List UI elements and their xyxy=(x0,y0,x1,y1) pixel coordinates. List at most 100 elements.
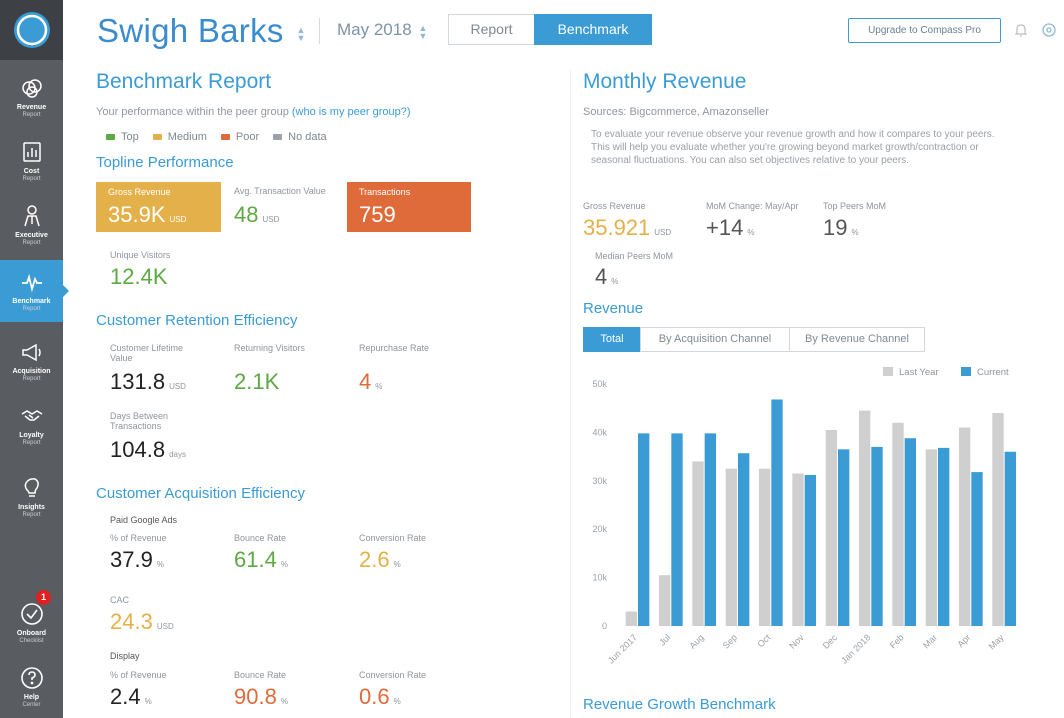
top-peers-unit: % xyxy=(851,228,859,237)
lightbulb-icon xyxy=(24,478,39,497)
google-revenue-label: % of Revenue xyxy=(110,533,167,543)
x-tick-label: Jun 2017 xyxy=(606,632,639,665)
bar xyxy=(659,575,671,626)
sidebar-label: Insights xyxy=(18,504,45,511)
bar xyxy=(738,453,750,626)
bar xyxy=(871,446,883,626)
logo[interactable] xyxy=(0,0,63,60)
bar xyxy=(904,438,916,626)
megaphone-icon xyxy=(21,343,41,362)
atv-value: 48 xyxy=(234,202,259,227)
sidebar-sublabel: Checklist xyxy=(19,638,44,644)
x-tick-label: Aug xyxy=(687,632,705,650)
sidebar-item-executive[interactable]: Executive Report xyxy=(0,194,63,256)
bar xyxy=(1004,451,1016,626)
bar xyxy=(892,422,904,626)
legend-label: Current xyxy=(977,367,1009,378)
notification-badge: 1 xyxy=(36,590,51,605)
display-bounce-value: 90.8 xyxy=(234,684,277,709)
legend-top: Top xyxy=(106,131,139,143)
tab-acquisition-channel[interactable]: By Acquisition Channel xyxy=(640,327,790,352)
sidebar-sublabel: Report xyxy=(22,306,41,312)
cost-icon xyxy=(22,142,41,162)
gross-revenue-unit: USD xyxy=(169,215,187,224)
legend-medium: Medium xyxy=(152,131,207,143)
gross-revenue-kpi-value: 35.921 xyxy=(583,215,651,240)
retention-title: Customer Retention Efficiency xyxy=(96,312,298,329)
gross-revenue-kpi-label: Gross Revenue xyxy=(583,201,646,211)
revenue-subtitle: Revenue xyxy=(583,300,644,317)
peer-group-link[interactable]: (who is my peer group?) xyxy=(291,106,411,118)
days-between-value: 104.8 xyxy=(110,437,166,462)
y-tick-label: 20k xyxy=(592,524,607,534)
sidebar-item-insights[interactable]: Insights Report xyxy=(0,466,63,528)
clv-value: 131.8 xyxy=(110,369,166,394)
tab-revenue-channel[interactable]: By Revenue Channel xyxy=(789,327,925,352)
month-selector[interactable]: May 2018 xyxy=(337,20,412,39)
sidebar-item-help[interactable]: Help Center xyxy=(0,656,63,718)
benchmark-icon xyxy=(21,273,42,293)
display-revenue-value: 2.4 xyxy=(110,684,141,709)
handshake-icon xyxy=(21,410,42,421)
legend-nodata: No data xyxy=(273,131,327,143)
bar xyxy=(992,413,1004,626)
top-peers-value: 19 xyxy=(823,215,848,240)
mom-label: MoM Change: May/Apr xyxy=(706,201,799,211)
help-icon xyxy=(20,667,43,689)
display-revenue-label: % of Revenue xyxy=(110,670,167,680)
bell-icon[interactable] xyxy=(1013,22,1029,38)
month-switch-icon[interactable]: ▲ ▼ xyxy=(418,23,428,41)
upgrade-button[interactable]: Upgrade to Compass Pro xyxy=(848,18,1001,43)
gross-revenue-kpi-unit: USD xyxy=(654,228,672,237)
monthly-revenue-title: Monthly Revenue xyxy=(583,70,747,93)
topline-title: Topline Performance xyxy=(96,154,234,171)
gross-revenue-card: Gross Revenue 35.9K USD xyxy=(96,182,221,232)
google-bounce-unit: % xyxy=(280,560,288,569)
y-tick-label: 30k xyxy=(592,476,607,486)
gross-revenue-label: Gross Revenue xyxy=(108,187,171,197)
repurchase-rate-label: Repurchase Rate xyxy=(359,343,430,353)
acquisition-title: Customer Acquisition Efficiency xyxy=(96,485,305,502)
repurchase-rate-unit: % xyxy=(375,382,383,391)
y-tick-label: 10k xyxy=(592,573,607,583)
bar xyxy=(825,429,837,626)
tab-total[interactable]: Total xyxy=(583,327,641,352)
revenue-description: To evaluate your revenue observe your re… xyxy=(591,129,995,166)
x-tick-label: May xyxy=(987,632,1006,651)
x-tick-label: Dec xyxy=(821,632,840,651)
sidebar-item-cost[interactable]: Cost Report xyxy=(0,130,63,192)
google-revenue-unit: % xyxy=(156,560,164,569)
tab-report[interactable]: Report xyxy=(448,14,535,45)
revenue-icon xyxy=(21,79,42,98)
sidebar-item-acquisition[interactable]: Acquisition Report xyxy=(0,330,63,392)
x-tick-label: Apr xyxy=(955,632,972,649)
legend-poor: Poor xyxy=(220,131,259,143)
display-bounce-label: Bounce Rate xyxy=(234,670,287,680)
tab-benchmark[interactable]: Benchmark xyxy=(534,14,652,45)
sidebar-item-loyalty[interactable]: Loyalty Report xyxy=(0,394,63,456)
bar xyxy=(925,449,937,626)
sidebar-label: Cost xyxy=(23,168,40,175)
days-between-label: Days Between Transactions xyxy=(110,411,169,431)
y-tick-label: 40k xyxy=(592,427,607,437)
store-switch-icon[interactable]: ▲ ▼ xyxy=(296,25,306,43)
sidebar-item-benchmark[interactable]: Benchmark Report xyxy=(0,260,69,322)
bar xyxy=(838,449,850,626)
x-tick-label: Oct xyxy=(755,632,772,649)
sidebar: Revenue Report Cost Report Executive Rep… xyxy=(0,0,69,718)
sidebar-sublabel: Report xyxy=(22,176,41,182)
google-conversion-unit: % xyxy=(393,560,401,569)
display-label: Display xyxy=(110,651,140,661)
sidebar-label: Help xyxy=(23,694,40,701)
store-name[interactable]: Swigh Barks xyxy=(97,12,284,49)
legend-label: Last Year xyxy=(899,367,939,378)
transactions-card: Transactions 759 xyxy=(347,182,471,232)
transactions-label: Transactions xyxy=(359,187,411,197)
bar xyxy=(804,474,816,626)
display-bounce-unit: % xyxy=(280,697,288,706)
sidebar-item-onboard[interactable]: 1 Onboard Checklist xyxy=(0,590,63,654)
display-revenue-unit: % xyxy=(144,697,152,706)
sidebar-sublabel: Report xyxy=(22,512,41,518)
settings-icon[interactable] xyxy=(1041,22,1057,38)
sidebar-item-revenue[interactable]: Revenue Report xyxy=(0,66,63,128)
